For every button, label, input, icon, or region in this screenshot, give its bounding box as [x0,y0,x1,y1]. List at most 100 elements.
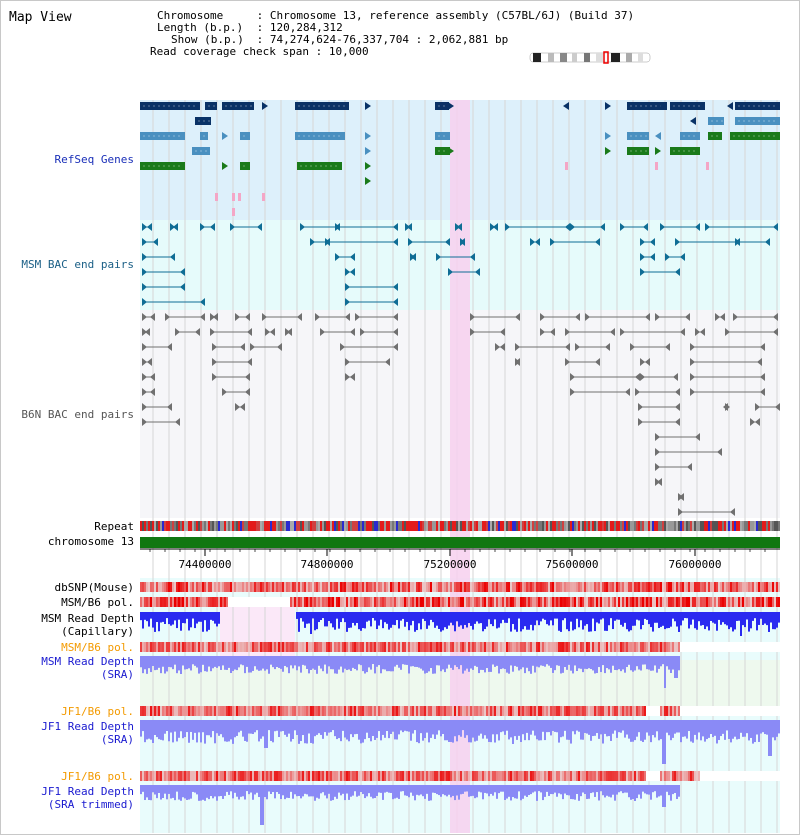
chromosome-ideogram[interactable] [529,51,651,64]
pol-cell [262,771,264,781]
depth-bar [390,612,392,628]
pol-cell [506,706,508,716]
pol-cell [574,771,576,781]
depth-bar [246,785,248,792]
depth-bar [564,612,566,619]
b6n-bac-pair-end [470,328,475,336]
pol-cell [724,582,726,592]
pol-cell [340,642,342,652]
repeat-element [308,521,310,531]
pol-cell [592,597,594,607]
jf1-trim-label-1: JF1 Read Depth [41,785,134,798]
depth-bar [490,656,492,672]
pol-cell [478,642,480,652]
pol-gap [240,597,242,607]
jf1-pol-label-1: JF1/B6 pol. [61,705,134,718]
b6n-bac-pair-end [277,343,282,351]
refseq-gene [627,147,649,155]
pol-gap [264,597,266,607]
depth-bar [518,612,520,619]
pol-cell [446,642,448,652]
repeat-element [468,521,470,531]
length-value: 120,284,312 [269,21,343,34]
b6n-bac-pair-end [695,328,700,336]
depth-bar [388,785,390,793]
depth-bar [228,720,230,742]
pol-cell [474,597,476,607]
right-margin [780,100,796,833]
depth-bar [508,785,510,797]
pol-gap [714,771,716,781]
pol-cell [520,642,522,652]
dbsnp-track[interactable] [140,582,780,592]
depth-bar [194,720,196,733]
repeat-track[interactable] [140,521,780,531]
msm-bac-pair-end [170,223,175,231]
depth-bar [306,720,308,744]
depth-bar [612,785,614,795]
jf1-sra-depth-track[interactable] [140,720,780,764]
depth-bar [500,612,502,624]
pol-cell [378,706,380,716]
pol-cell [642,771,644,781]
pol-cell [232,771,234,781]
repeat-element [288,521,290,531]
jf1-b6-pol-track-1[interactable] [140,706,780,716]
depth-bar [362,785,364,795]
pol-cell [538,642,540,652]
pol-cell [318,597,320,607]
pol-cell [216,706,218,716]
pol-cell [740,582,742,592]
depth-bar [172,612,174,625]
b6n-bac-pair-end [655,463,660,471]
b6n-bac-pair-end [297,313,302,321]
msm-b6-pol-track-2[interactable] [140,642,780,652]
msm-b6-pol-track-1[interactable] [140,597,780,607]
repeat-element [470,521,472,531]
depth-bar [754,720,756,743]
msm-capillary-depth-track[interactable] [140,612,780,636]
b6n-bac-pair-end [645,358,650,366]
depth-bar [566,720,568,740]
depth-bar [346,656,348,671]
pol-cell [528,642,530,652]
pol-cell [520,597,522,607]
msm-sra-depth-track[interactable] [140,656,680,688]
msm-bac-pair-end [210,223,215,231]
repeat-element [726,521,728,531]
depth-bar [496,656,498,666]
pol-cell [156,642,158,652]
depth-bar [214,612,216,624]
pol-gap [274,597,276,607]
depth-bar [386,720,388,732]
chromosome-label: chromosome 13 [47,535,134,548]
pol-cell [450,706,452,716]
refseq-genes-track[interactable] [140,102,780,216]
msm-bac-pair-end [350,268,355,276]
jf1-b6-pol-track-2[interactable] [140,771,780,781]
pol-cell [208,706,210,716]
repeat-element [382,521,384,531]
b6n-bac-track[interactable] [142,313,780,516]
chromosome-bar[interactable] [140,537,780,548]
depth-bar [190,656,192,671]
pol-cell [196,582,198,592]
depth-bar [168,656,170,667]
pol-cell [524,582,526,592]
depth-bar [318,656,320,666]
depth-bar [620,720,622,733]
jf1-sra-trimmed-depth-track[interactable] [140,785,680,825]
pol-gap [688,642,690,652]
depth-bar [232,785,234,799]
depth-bar [276,656,278,667]
pol-cell [760,582,762,592]
b6n-bac-pair-end [773,328,778,336]
pol-cell [382,642,384,652]
msm-bac-track[interactable] [142,223,778,306]
pol-cell [176,582,178,592]
pol-cell [174,771,176,781]
pol-cell [358,597,360,607]
repeat-element [734,521,736,531]
pol-cell [756,582,758,592]
